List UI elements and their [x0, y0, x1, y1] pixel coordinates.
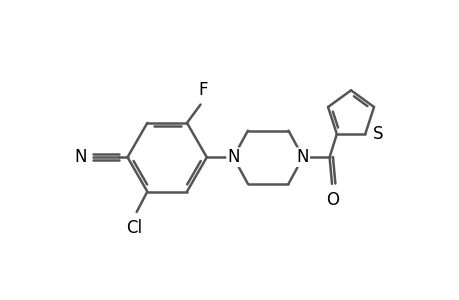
- Text: S: S: [372, 125, 382, 143]
- Text: N: N: [227, 148, 239, 166]
- Text: F: F: [198, 81, 207, 99]
- Text: Cl: Cl: [126, 219, 142, 237]
- Text: N: N: [296, 148, 308, 166]
- Text: N: N: [74, 148, 87, 166]
- Text: O: O: [326, 191, 339, 209]
